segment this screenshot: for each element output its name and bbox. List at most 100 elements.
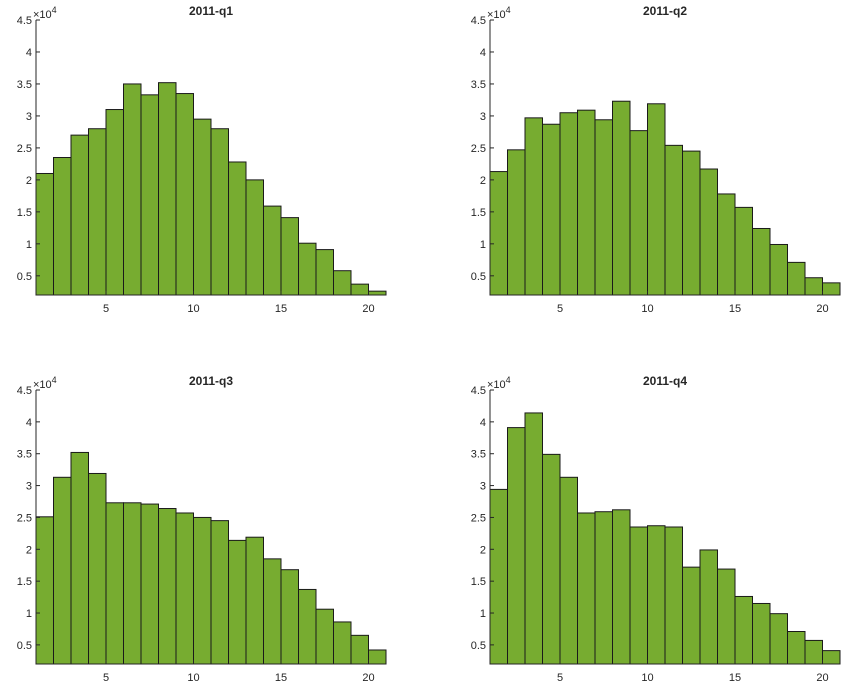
- bar-13: [245, 536, 264, 665]
- exponent-power: 4: [52, 5, 57, 15]
- y-tick-label: 2: [480, 544, 486, 556]
- bar-16: [298, 242, 317, 296]
- bar-16: [752, 602, 771, 665]
- axis-exponent: ×104: [33, 5, 57, 21]
- y-tick-label: 4.5: [471, 385, 486, 397]
- y-tick-label: 3: [26, 481, 32, 493]
- bar-4: [542, 123, 561, 296]
- y-tick-label: 3: [26, 111, 32, 123]
- chart-title: 2011-q3: [189, 374, 233, 388]
- y-tick-label: 4: [480, 47, 486, 59]
- y-tick-label: 4.5: [471, 15, 486, 27]
- y-tick-label: 4: [26, 47, 32, 59]
- bar-17: [769, 613, 788, 665]
- y-tick-label: 2.5: [471, 512, 486, 524]
- chart-panel-2: 0.511.522.533.544.55 10 15 20×104 2011-q2: [471, 4, 841, 315]
- y-tick-label: 2: [480, 175, 486, 187]
- bar-7: [140, 94, 159, 296]
- bar-10: [193, 118, 212, 296]
- bar-17: [315, 608, 334, 665]
- bar-15: [280, 217, 299, 296]
- bar-5: [559, 476, 578, 665]
- axis-exponent: ×104: [487, 375, 511, 391]
- exponent-base: ×10: [487, 9, 506, 21]
- bar-3: [70, 451, 89, 665]
- bar-10: [193, 516, 212, 665]
- bar-3: [524, 117, 543, 296]
- bar-14: [263, 205, 282, 296]
- x-tick-label: 20: [816, 672, 828, 684]
- y-tick-label: 2: [26, 544, 32, 556]
- y-tick-label: 1: [26, 239, 32, 251]
- y-tick-label: 1.5: [471, 207, 486, 219]
- bar-2: [53, 157, 72, 296]
- bar-8: [612, 509, 631, 665]
- bar-18: [333, 270, 352, 296]
- bar-14: [717, 568, 736, 665]
- bar-9: [629, 526, 648, 665]
- bar-8: [158, 508, 177, 665]
- bar-9: [175, 93, 194, 296]
- y-tick-label: 4.5: [17, 15, 32, 27]
- bar-13: [245, 179, 264, 296]
- bar-14: [717, 193, 736, 296]
- bar-9: [629, 130, 648, 296]
- bar-17: [315, 249, 334, 296]
- y-tick-label: 3.5: [471, 79, 486, 91]
- bar-20: [368, 290, 387, 296]
- x-tick-label: 15: [729, 303, 741, 315]
- bar-17: [769, 243, 788, 296]
- bar-7: [594, 511, 613, 665]
- axis-exponent: ×104: [487, 5, 511, 21]
- y-tick-label: 4: [26, 417, 32, 429]
- chart-panel-4: 0.511.522.533.544.55 10 15 20×104 2011-q4: [471, 374, 841, 684]
- y-tick-label: 0.5: [471, 640, 486, 652]
- x-tick-label: 15: [275, 303, 287, 315]
- bar-5: [105, 502, 124, 665]
- bar-3: [70, 134, 89, 296]
- bar-12: [682, 150, 701, 296]
- y-tick-label: 4.5: [17, 385, 32, 397]
- y-tick-label: 0.5: [471, 271, 486, 283]
- bar-7: [140, 503, 159, 665]
- bar-7: [594, 119, 613, 296]
- bar-14: [263, 558, 282, 665]
- y-tick-label: 3.5: [17, 79, 32, 91]
- bar-19: [804, 277, 823, 296]
- exponent-power: 4: [52, 375, 57, 385]
- bar-19: [350, 283, 369, 296]
- y-tick-label: 2.5: [471, 143, 486, 155]
- y-tick-label: 0.5: [17, 640, 32, 652]
- chart-panel-3: 0.511.522.533.544.55 10 15 20×104 2011-q3: [17, 374, 387, 684]
- exponent-base: ×10: [487, 379, 506, 391]
- bar-15: [734, 206, 753, 296]
- bar-20: [822, 650, 841, 665]
- bar-5: [105, 109, 124, 296]
- bar-6: [123, 502, 142, 665]
- bar-13: [699, 549, 718, 665]
- y-tick-label: 1.5: [471, 576, 486, 588]
- bar-2: [507, 149, 526, 296]
- bar-2: [53, 476, 72, 665]
- y-tick-label: 1: [480, 239, 486, 251]
- y-tick-label: 3: [480, 111, 486, 123]
- exponent-base: ×10: [33, 9, 52, 21]
- x-tick-label: 5: [557, 303, 563, 315]
- bar-11: [210, 520, 229, 665]
- x-tick-label: 20: [362, 672, 374, 684]
- bar-10: [647, 525, 666, 665]
- bar-3: [524, 412, 543, 665]
- bar-2: [507, 427, 526, 665]
- bar-11: [664, 144, 683, 296]
- bar-1: [489, 171, 508, 296]
- bar-19: [350, 634, 369, 665]
- chart-title: 2011-q1: [189, 4, 233, 18]
- bar-6: [123, 83, 142, 296]
- x-tick-label: 10: [641, 672, 653, 684]
- bar-11: [664, 526, 683, 665]
- exponent-power: 4: [506, 5, 511, 15]
- bar-11: [210, 128, 229, 296]
- x-tick-label: 5: [557, 672, 563, 684]
- bar-15: [734, 595, 753, 665]
- y-tick-label: 1.5: [17, 207, 32, 219]
